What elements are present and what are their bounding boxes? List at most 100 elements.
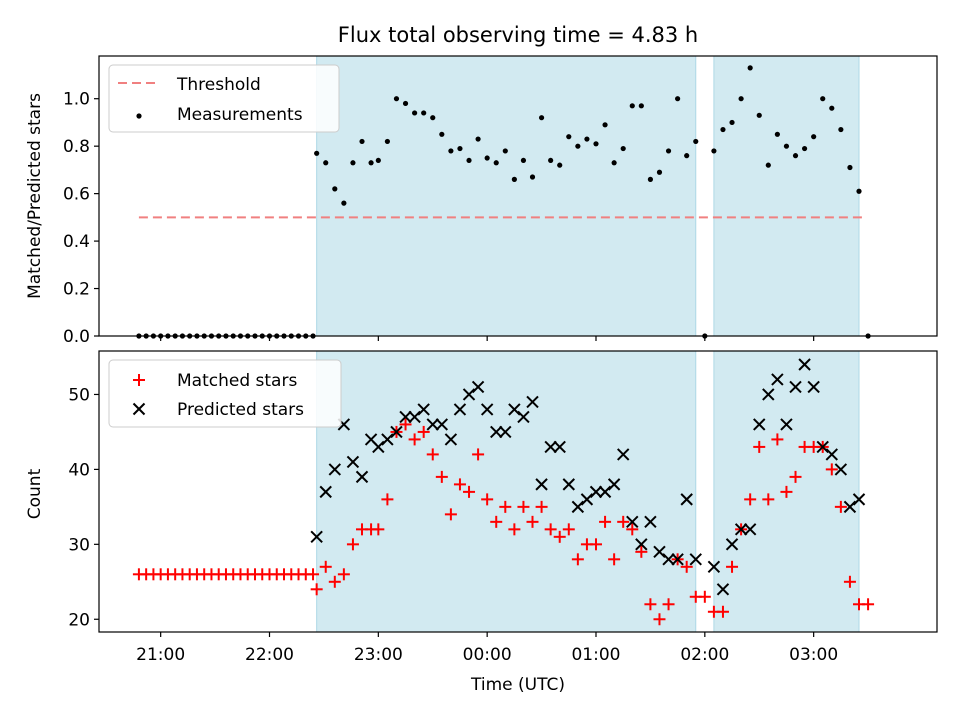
predicted-star-point — [346, 455, 360, 469]
measurement-point — [611, 160, 617, 166]
measurement-point — [820, 96, 826, 102]
measurement-point — [711, 148, 717, 154]
measurement-point — [466, 157, 472, 164]
measurement-point — [729, 119, 735, 126]
measurement-point — [747, 65, 753, 71]
matched-star-point — [319, 560, 332, 573]
top-y-tick-label: 0.8 — [63, 137, 90, 157]
matched-star-point — [762, 493, 775, 506]
matched-star-point — [517, 500, 530, 513]
measurement-point — [829, 105, 835, 111]
measurement-point — [765, 162, 771, 168]
predicted-star-point — [589, 485, 603, 499]
matched-star-point — [490, 515, 503, 528]
matched-star-point — [653, 613, 666, 626]
x-tick-label: 03:00 — [789, 645, 838, 665]
predicted-star-point — [734, 523, 748, 536]
x-axis-label: Time (UTC) — [470, 675, 565, 695]
measurement-point — [484, 155, 490, 161]
predicted-star-point — [762, 388, 775, 401]
measurement-point — [774, 131, 780, 137]
predicted-star-point — [328, 463, 342, 476]
measurement-point — [756, 112, 762, 118]
predicted-star-point — [544, 440, 557, 454]
measurement-point — [511, 176, 517, 182]
matched-star-point — [698, 590, 711, 603]
matched-star-point — [843, 575, 856, 588]
top-y-axis-label: Matched/Predicted stars — [25, 93, 45, 299]
legend-measurements-swatch — [136, 113, 142, 119]
matched-star-point — [381, 493, 394, 506]
predicted-star-point — [535, 478, 548, 491]
measurement-point — [720, 126, 726, 133]
predicted-star-point — [444, 433, 458, 446]
top-y-tick-label: 0.6 — [63, 185, 90, 205]
predicted-star-point — [825, 448, 839, 461]
predicted-star-point — [798, 358, 811, 371]
legend-predicted-label: Predicted stars — [177, 400, 304, 420]
measurement-point — [350, 160, 356, 166]
top-legend-box — [108, 64, 340, 133]
matched-star-point — [644, 598, 657, 611]
predicted-star-point — [390, 425, 403, 439]
top-y-tick-label: 0.2 — [63, 280, 90, 300]
legend-x-marker — [132, 402, 146, 416]
measurement-point — [430, 115, 436, 121]
predicted-star-point — [816, 440, 829, 454]
measurement-point — [665, 148, 672, 154]
predicted-star-point — [626, 515, 639, 529]
matched-star-point — [862, 598, 875, 611]
measurement-point — [314, 150, 320, 156]
top-x-ticks — [160, 336, 815, 341]
bottom-y-tick-label: 40 — [68, 460, 90, 480]
matched-star-point — [499, 500, 512, 513]
measurement-point — [593, 141, 599, 147]
top-subplot: Flux total observing time = 4.83 h 0.0 0.… — [25, 23, 938, 347]
top-legend: Threshold Measurements — [108, 64, 340, 133]
predicted-star-point — [753, 418, 766, 431]
predicted-star-point — [662, 553, 675, 566]
predicted-star-point — [435, 418, 449, 431]
measurement-point — [548, 157, 554, 164]
measurement-point — [439, 131, 445, 137]
matched-star-point — [535, 500, 548, 513]
predicted-star-point — [852, 493, 866, 506]
measurement-point — [375, 157, 381, 164]
matched-star-point — [834, 500, 847, 513]
matched-star-point — [544, 523, 557, 536]
top-y-tick-label: 1.0 — [63, 90, 90, 110]
measurement-point — [838, 126, 844, 133]
matched-star-point — [571, 553, 584, 566]
predicted-star-point — [635, 538, 648, 551]
matched-star-point — [435, 470, 448, 483]
measurement-point — [675, 96, 681, 102]
measurement-point — [566, 134, 572, 140]
matched-star-point — [337, 568, 350, 581]
predicted-star-point — [598, 485, 612, 499]
predicted-star-point — [408, 410, 421, 424]
matched-star-point — [716, 605, 729, 618]
matched-star-point — [599, 515, 612, 528]
measurement-point — [584, 136, 590, 142]
matched-star-point — [617, 515, 630, 528]
count-points — [132, 358, 875, 626]
predicted-star-point — [571, 500, 585, 514]
top-y-tick-label: 0.0 — [63, 327, 90, 347]
measurement-point — [502, 148, 508, 154]
predicted-star-point — [789, 380, 802, 394]
predicted-star-point — [462, 388, 476, 401]
measurement-point — [557, 162, 563, 168]
bottom-x-ticks: 21:00 22:00 23:00 00:00 01:00 02:00 03:00 — [136, 632, 838, 665]
predicted-star-point — [417, 403, 430, 416]
shaded-span — [316, 56, 696, 336]
top-axes-frame — [98, 55, 938, 337]
predicted-star-point — [834, 463, 848, 476]
predicted-star-point — [399, 410, 412, 424]
measurement-point — [520, 157, 527, 164]
predicted-star-point — [716, 583, 730, 596]
measurement-point — [629, 103, 635, 109]
chart-title: Flux total observing time = 4.83 h — [338, 23, 698, 47]
matched-star-point — [328, 575, 341, 588]
measurement-point — [393, 96, 400, 102]
legend-matched-swatch — [133, 374, 145, 386]
